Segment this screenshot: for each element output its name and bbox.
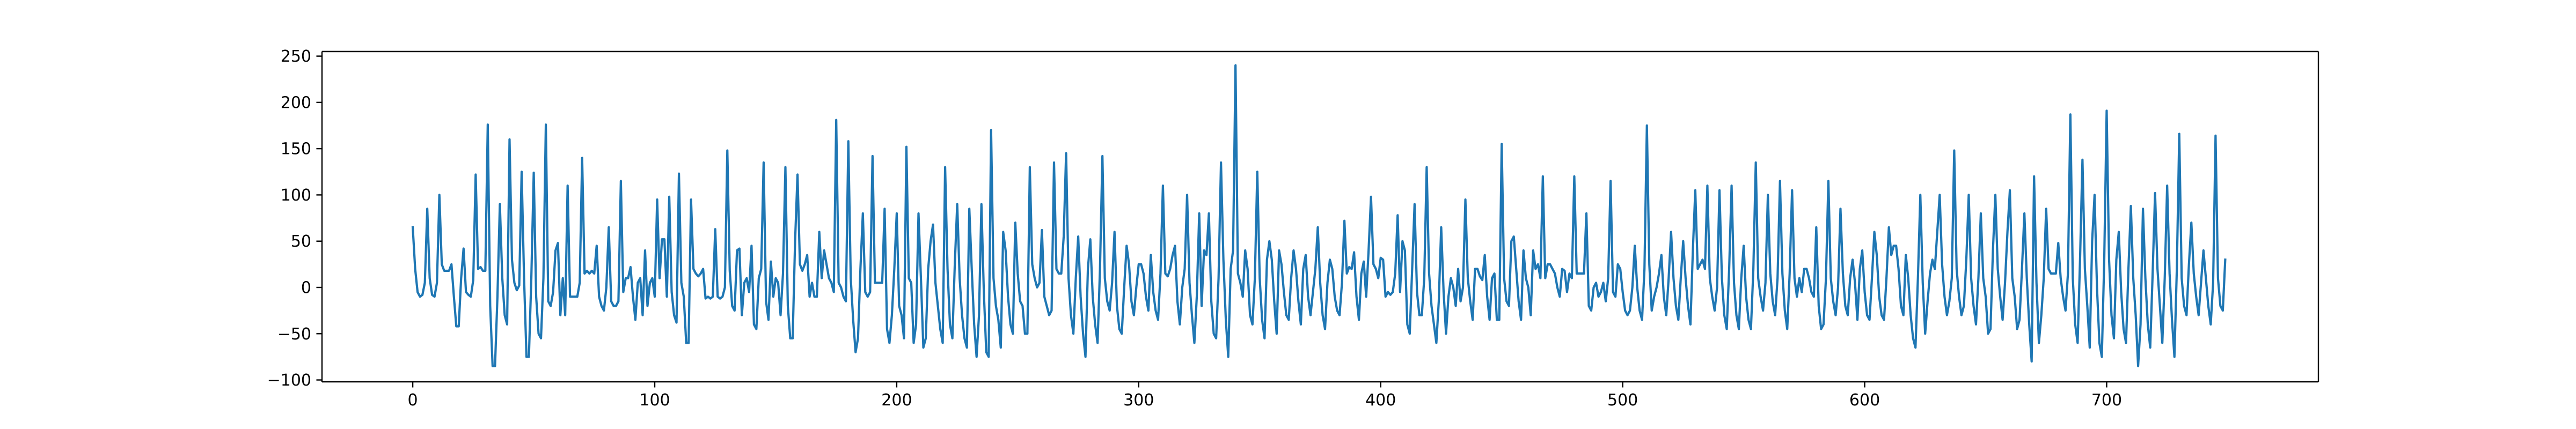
x-tick-label: 500 xyxy=(1607,391,1638,410)
y-tick-label: 200 xyxy=(281,93,311,112)
x-tick-label: 0 xyxy=(408,391,418,410)
plot-background xyxy=(322,51,2318,382)
x-tick-label: 700 xyxy=(2091,391,2122,410)
x-tick-label: 400 xyxy=(1365,391,1396,410)
y-tick-label: −100 xyxy=(267,371,311,390)
y-tick-label: −50 xyxy=(277,325,311,344)
y-tick-label: 0 xyxy=(301,279,311,298)
x-tick-label: 300 xyxy=(1123,391,1154,410)
y-tick-label: 100 xyxy=(281,186,311,205)
y-tick-label: 50 xyxy=(291,232,311,251)
x-tick-label: 600 xyxy=(1849,391,1880,410)
axes: 0 100 200 300 400 500 600 700 −100 −50 0 50 100 150 20… xyxy=(267,47,2319,410)
x-tick-label: 200 xyxy=(881,391,912,410)
plot-area xyxy=(322,51,2318,382)
x-tick-label: 100 xyxy=(639,391,670,410)
y-tick-label: 150 xyxy=(281,140,311,159)
series-line-1 xyxy=(411,64,2227,367)
y-tick-label: 250 xyxy=(281,47,311,66)
